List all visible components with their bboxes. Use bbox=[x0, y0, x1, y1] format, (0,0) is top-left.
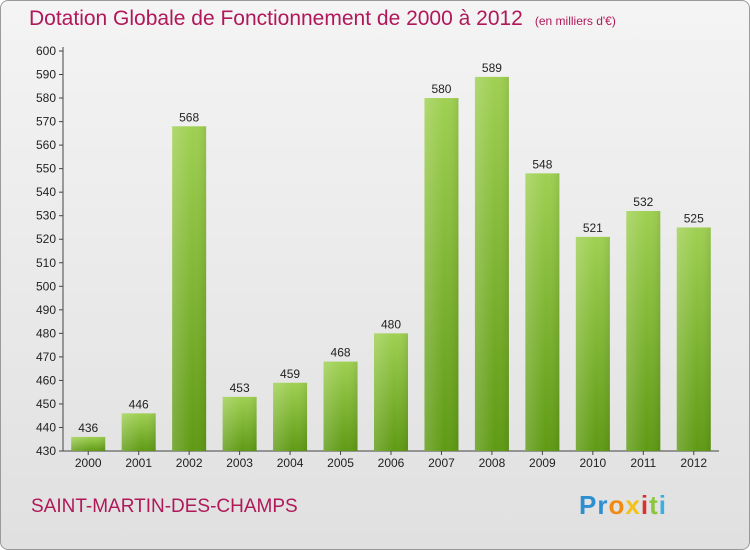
bar-value-label: 532 bbox=[633, 195, 653, 209]
y-tick-label: 540 bbox=[36, 185, 56, 199]
x-tick-label: 2005 bbox=[327, 456, 354, 470]
bar-value-label: 580 bbox=[431, 82, 451, 96]
bar-highlight bbox=[222, 396, 257, 451]
bar-highlight bbox=[676, 227, 711, 451]
x-tick-label: 2009 bbox=[529, 456, 556, 470]
commune-name: SAINT-MARTIN-DES-CHAMPS bbox=[31, 496, 298, 517]
bar-value-label: 453 bbox=[230, 381, 250, 395]
bar-highlight bbox=[626, 211, 661, 451]
y-tick-label: 430 bbox=[36, 444, 56, 458]
y-tick-label: 560 bbox=[36, 138, 56, 152]
bar-highlight bbox=[374, 333, 408, 451]
bar-value-label: 480 bbox=[381, 317, 401, 331]
bar-highlight bbox=[71, 436, 106, 451]
bar-highlight bbox=[172, 126, 207, 451]
bar-highlight bbox=[121, 413, 156, 451]
y-tick-label: 450 bbox=[36, 397, 56, 411]
logo-letter: o bbox=[608, 490, 626, 520]
x-tick-label: 2012 bbox=[680, 456, 707, 470]
logo-letter: x bbox=[625, 490, 641, 520]
bar-highlight bbox=[525, 173, 560, 451]
logo-letter: P bbox=[579, 490, 598, 520]
x-tick-label: 2002 bbox=[176, 456, 203, 470]
y-tick-label: 490 bbox=[36, 303, 56, 317]
x-tick-label: 2008 bbox=[479, 456, 506, 470]
y-tick-label: 510 bbox=[36, 256, 56, 270]
y-tick-label: 440 bbox=[36, 420, 56, 434]
chart-title: Dotation Globale de Fonctionnement de 20… bbox=[29, 7, 616, 31]
y-tick-label: 480 bbox=[36, 326, 56, 340]
y-tick-label: 570 bbox=[36, 115, 56, 129]
bar-value-label: 436 bbox=[78, 421, 98, 435]
x-tick-label: 2007 bbox=[428, 456, 455, 470]
bar-value-label: 468 bbox=[331, 346, 351, 360]
y-tick-label: 590 bbox=[36, 68, 56, 82]
bar-value-label: 568 bbox=[179, 110, 199, 124]
x-tick-label: 2010 bbox=[579, 456, 606, 470]
bar-highlight bbox=[323, 361, 358, 451]
x-tick-label: 2003 bbox=[226, 456, 253, 470]
x-tick-label: 2000 bbox=[75, 456, 102, 470]
y-tick-label: 530 bbox=[36, 209, 56, 223]
y-tick-label: 580 bbox=[36, 91, 56, 105]
bar-value-label: 525 bbox=[684, 211, 704, 225]
bar-value-label: 446 bbox=[129, 397, 149, 411]
chart-title-text: Dotation Globale de Fonctionnement de 20… bbox=[29, 7, 523, 30]
x-tick-label: 2004 bbox=[277, 456, 304, 470]
bar-value-label: 459 bbox=[280, 367, 300, 381]
y-tick-label: 520 bbox=[36, 232, 56, 246]
y-tick-label: 500 bbox=[36, 279, 56, 293]
bar-highlight bbox=[474, 76, 509, 451]
bar-highlight bbox=[424, 98, 459, 451]
y-tick-label: 460 bbox=[36, 373, 56, 387]
bar-value-label: 589 bbox=[482, 61, 502, 75]
y-tick-label: 600 bbox=[36, 44, 56, 58]
bar-value-label: 521 bbox=[583, 221, 603, 235]
bar-highlight bbox=[273, 382, 308, 451]
logo-letter: i bbox=[640, 490, 650, 520]
bar-highlight bbox=[575, 236, 610, 451]
x-tick-label: 2011 bbox=[630, 456, 656, 470]
x-tick-label: 2001 bbox=[125, 456, 152, 470]
bar-value-label: 548 bbox=[532, 157, 552, 171]
y-tick-label: 550 bbox=[36, 162, 56, 176]
logo-letter: i bbox=[658, 490, 667, 520]
logo-letter: r bbox=[597, 490, 609, 520]
x-tick-label: 2006 bbox=[378, 456, 405, 470]
logo-letter: t bbox=[649, 490, 659, 520]
proxiti-logo: Proxiti bbox=[579, 490, 667, 521]
y-tick-label: 470 bbox=[36, 350, 56, 364]
chart-subtitle: (en milliers d'€) bbox=[534, 14, 616, 28]
